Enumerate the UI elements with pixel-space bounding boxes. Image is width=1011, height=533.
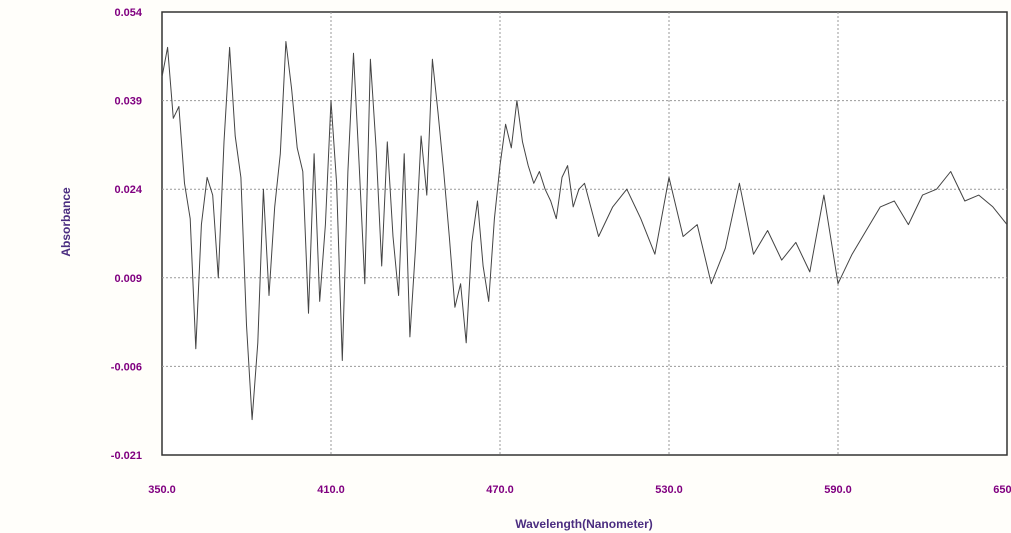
grid [162,12,1007,455]
y-tick-label: 0.009 [114,273,142,285]
y-tick-label: 0.039 [114,96,142,108]
plot-area [161,11,1008,456]
x-tick-label: 410.0 [317,484,345,496]
x-axis-title: Wavelength(Nanometer) [515,517,653,531]
series-layer [161,41,1008,421]
y-tick-label: -0.021 [111,450,142,462]
x-tick-label: 470.0 [486,484,514,496]
x-tick-label: 590.0 [824,484,852,496]
y-tick-label: 0.024 [114,184,142,196]
y-tick-label: -0.006 [111,361,142,373]
y-tick-labels: 0.054 0.039 0.024 0.009 -0.006 -0.021 [111,7,143,462]
absorbance-series-line [161,41,1008,421]
y-tick-label: 0.054 [114,7,142,19]
x-tick-labels: 350.0 410.0 470.0 530.0 590.0 650.0 [148,484,1011,496]
y-axis-title: Absorbance [59,187,73,257]
x-tick-label: 350.0 [148,484,176,496]
x-tick-label: 650.0 [993,484,1011,496]
x-tick-label: 530.0 [655,484,683,496]
